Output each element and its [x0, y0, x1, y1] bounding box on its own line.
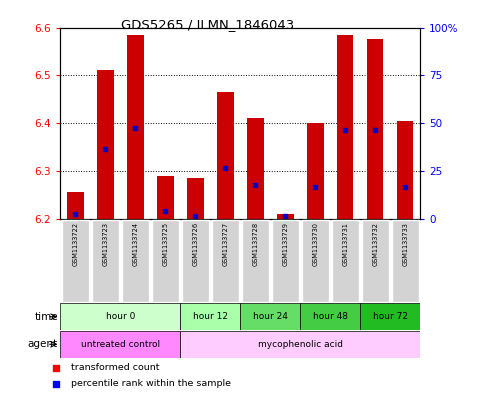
Text: GSM1133727: GSM1133727 [222, 222, 228, 266]
Bar [127, 35, 143, 219]
Bar [122, 220, 149, 302]
Bar [272, 220, 299, 302]
Bar [397, 121, 413, 219]
Bar [277, 214, 294, 219]
Text: hour 24: hour 24 [253, 312, 288, 321]
Bar [300, 303, 360, 330]
Text: GSM1133731: GSM1133731 [342, 222, 348, 266]
Text: mycophenolic acid: mycophenolic acid [258, 340, 343, 349]
Bar [97, 70, 114, 219]
Bar [247, 118, 264, 219]
Bar [182, 220, 209, 302]
Bar [217, 92, 234, 219]
Text: hour 12: hour 12 [193, 312, 228, 321]
Text: GDS5265 / ILMN_1846043: GDS5265 / ILMN_1846043 [121, 18, 294, 31]
Bar [212, 220, 239, 302]
Bar [152, 220, 179, 302]
Text: GSM1133726: GSM1133726 [192, 222, 199, 266]
Text: hour 0: hour 0 [106, 312, 135, 321]
Text: time: time [34, 312, 58, 322]
Bar [367, 39, 384, 219]
Text: transformed count: transformed count [71, 363, 159, 372]
Bar [302, 220, 329, 302]
Text: hour 72: hour 72 [373, 312, 408, 321]
Text: GSM1133722: GSM1133722 [72, 222, 78, 266]
Bar [307, 123, 324, 219]
Bar [241, 303, 300, 330]
Text: GSM1133729: GSM1133729 [282, 222, 288, 266]
Bar [337, 35, 354, 219]
Bar [92, 220, 119, 302]
Text: GSM1133724: GSM1133724 [132, 222, 138, 266]
Bar [67, 192, 84, 219]
Bar [392, 220, 419, 302]
Bar [180, 303, 241, 330]
Text: GSM1133723: GSM1133723 [102, 222, 108, 266]
Bar [62, 220, 89, 302]
Bar [360, 303, 420, 330]
Text: GSM1133725: GSM1133725 [162, 222, 169, 266]
Bar [242, 220, 269, 302]
Bar [60, 331, 180, 358]
Text: agent: agent [28, 339, 58, 349]
Text: GSM1133732: GSM1133732 [372, 222, 378, 266]
Text: percentile rank within the sample: percentile rank within the sample [71, 379, 231, 388]
Bar [60, 303, 180, 330]
Text: hour 48: hour 48 [313, 312, 348, 321]
Text: GSM1133733: GSM1133733 [402, 222, 408, 266]
Bar [157, 176, 173, 219]
Bar [332, 220, 359, 302]
Text: untreated control: untreated control [81, 340, 160, 349]
Bar [362, 220, 389, 302]
Text: GSM1133730: GSM1133730 [312, 222, 318, 266]
Bar [180, 331, 420, 358]
Bar [187, 178, 203, 219]
Text: GSM1133728: GSM1133728 [252, 222, 258, 266]
